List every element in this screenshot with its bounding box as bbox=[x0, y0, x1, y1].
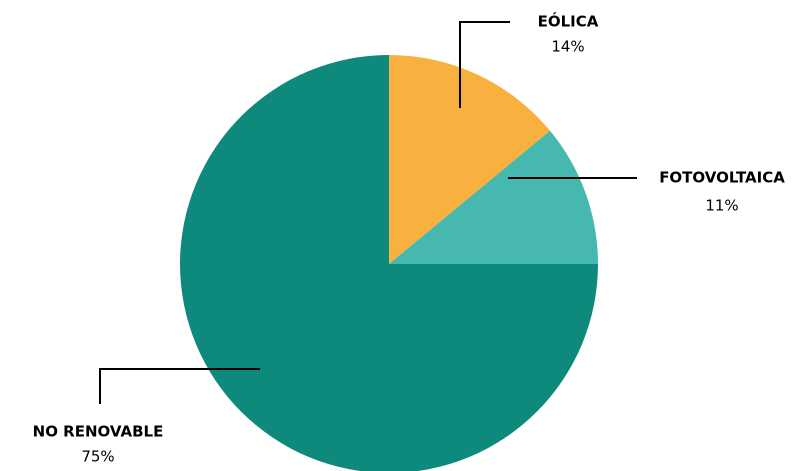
leader-line bbox=[99, 368, 260, 404]
slice-label: EÓLICA bbox=[538, 12, 599, 31]
pie-slice bbox=[389, 130, 598, 264]
slice-value-label: 75% bbox=[81, 448, 114, 466]
leader-line bbox=[459, 21, 510, 108]
slice-label: FOTOVOLTAICA bbox=[659, 169, 785, 187]
slice-value-label: 14% bbox=[551, 38, 584, 56]
slice-label: NO RENOVABLE bbox=[33, 423, 164, 441]
pie-slice bbox=[180, 55, 598, 471]
slice-value-label: 11% bbox=[705, 197, 738, 215]
pie-slice bbox=[389, 55, 551, 264]
